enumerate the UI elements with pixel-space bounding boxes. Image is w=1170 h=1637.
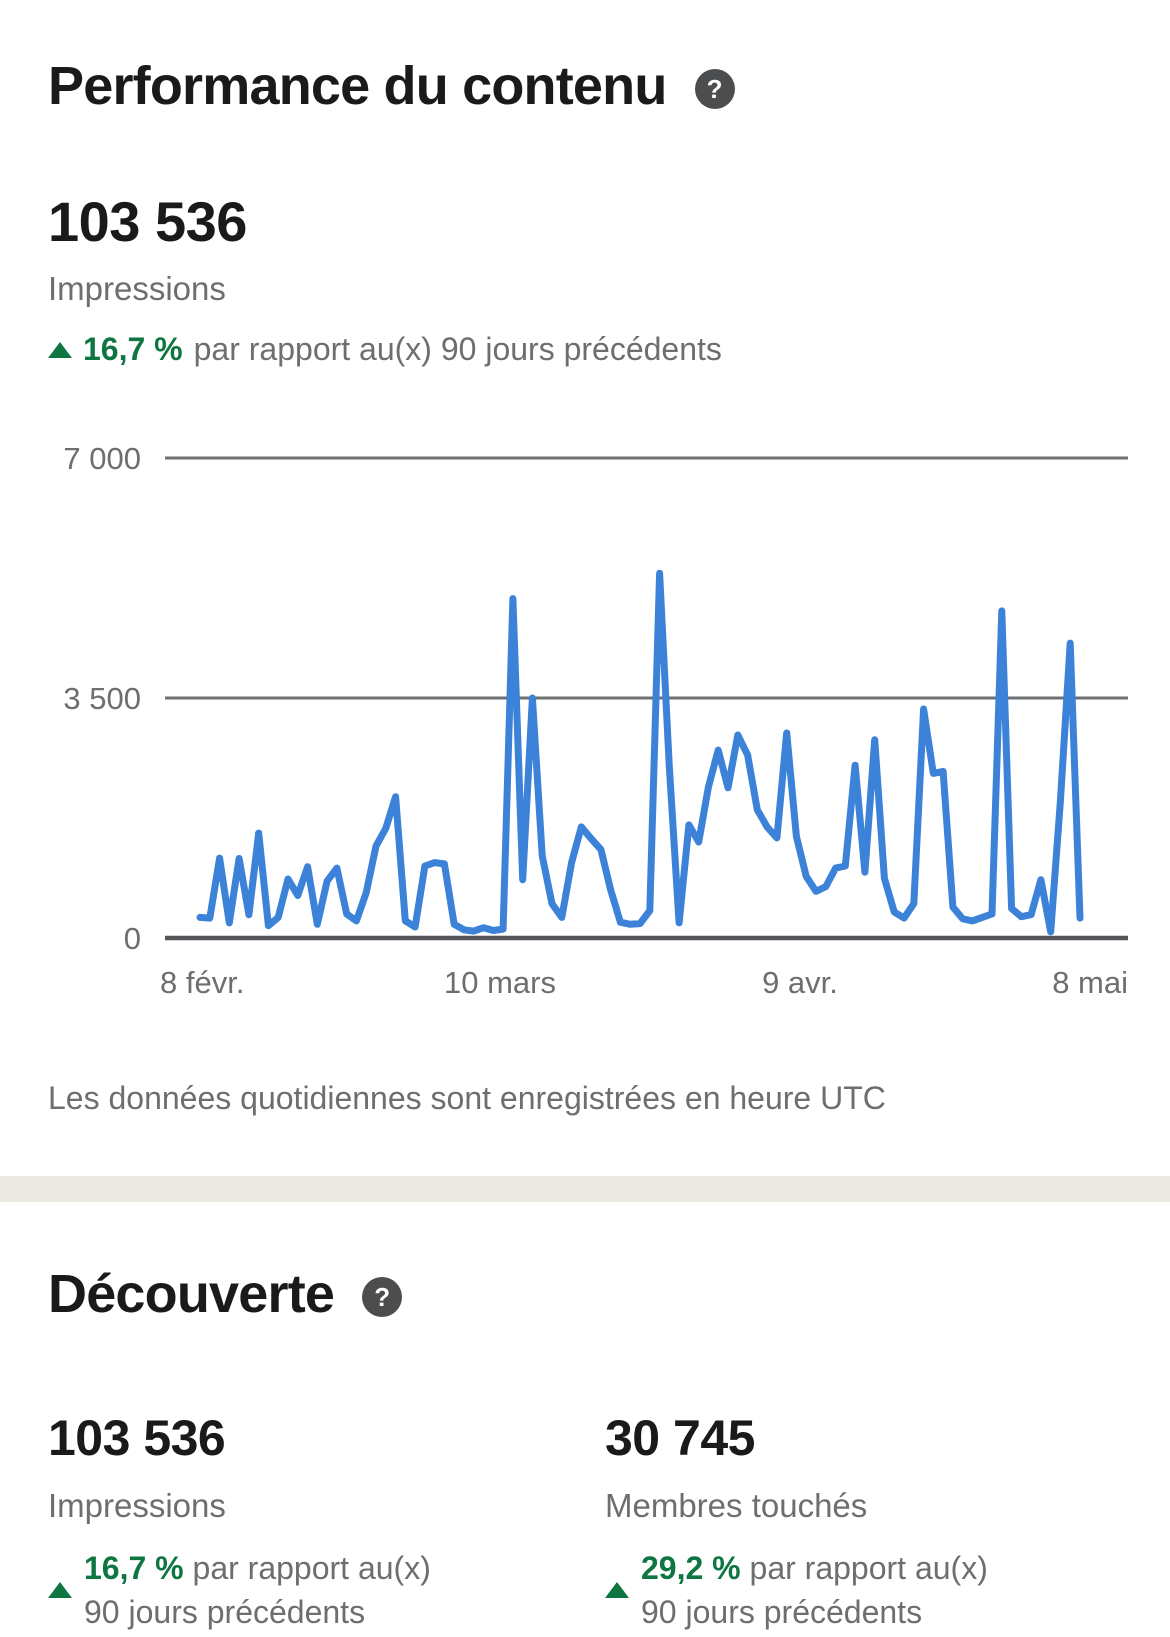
question-mark-glyph: ? <box>374 1281 391 1312</box>
stat-change: 16,7 % par rapport au(x) 90 jours précéd… <box>48 1546 605 1634</box>
x-tick-label: 8 mai <box>1052 965 1128 1000</box>
trend-up-icon <box>48 1581 72 1598</box>
discovery-stats: 103 536 Impressions 16,7 % par rapport a… <box>48 1413 1122 1634</box>
change-suffix-line2: 90 jours précédents <box>641 1593 923 1630</box>
stat-label: Membres touchés <box>605 1486 868 1524</box>
trend-up-icon <box>605 1581 629 1598</box>
page-title: Performance du contenu <box>48 56 667 116</box>
impressions-chart[interactable]: 7 000 3 500 0 8 févr. 10 mars 9 avr. 8 mai <box>0 400 1170 1010</box>
impressions-line-series <box>196 569 1084 935</box>
stat-value: 103 536 <box>48 1409 226 1466</box>
stat-impressions: 103 536 Impressions 16,7 % par rapport a… <box>48 1413 605 1634</box>
stat-label: Impressions <box>48 1486 226 1524</box>
change-suffix-line2: 90 jours précédents <box>84 1593 366 1630</box>
impressions-change: 16,7 % par rapport au(x) 90 jours précéd… <box>48 332 1122 367</box>
content-performance-header: Performance du contenu ? <box>48 0 1122 116</box>
x-tick-label: 8 févr. <box>160 965 244 1000</box>
y-tick-label: 7 000 <box>63 441 141 476</box>
stat-change: 29,2 % par rapport au(x) 90 jours précéd… <box>605 1546 1122 1634</box>
help-icon[interactable]: ? <box>694 69 735 110</box>
discovery-header: Découverte ? <box>48 1202 1122 1324</box>
y-tick-label: 3 500 <box>63 681 141 716</box>
stat-members-reached: 30 745 Membres touchés 29,2 % par rappor… <box>605 1413 1122 1634</box>
change-suffix-line1: par rapport au(x) <box>749 1549 988 1586</box>
help-icon[interactable]: ? <box>362 1277 403 1318</box>
stat-value: 30 745 <box>605 1409 755 1466</box>
trend-up-icon <box>48 342 72 359</box>
change-suffix-line1: par rapport au(x) <box>192 1549 431 1586</box>
discovery-title: Découverte <box>48 1264 335 1325</box>
y-tick-label: 0 <box>124 921 141 956</box>
question-mark-glyph: ? <box>706 73 723 104</box>
x-tick-label: 9 avr. <box>762 965 838 1000</box>
x-tick-label: 10 mars <box>444 965 556 1000</box>
change-suffix: par rapport au(x) 90 jours précédents <box>193 331 722 368</box>
utc-footnote: Les données quotidiennes sont enregistré… <box>48 1079 886 1116</box>
change-percent: 16,7 % <box>84 1549 184 1586</box>
impressions-summary: 103 536 Impressions 16,7 % par rapport a… <box>48 194 1122 367</box>
section-divider <box>0 1176 1170 1203</box>
change-percent: 16,7 % <box>83 331 183 368</box>
impressions-total: 103 536 <box>48 190 247 254</box>
impressions-label: Impressions <box>48 270 226 308</box>
change-percent: 29,2 % <box>641 1549 741 1586</box>
